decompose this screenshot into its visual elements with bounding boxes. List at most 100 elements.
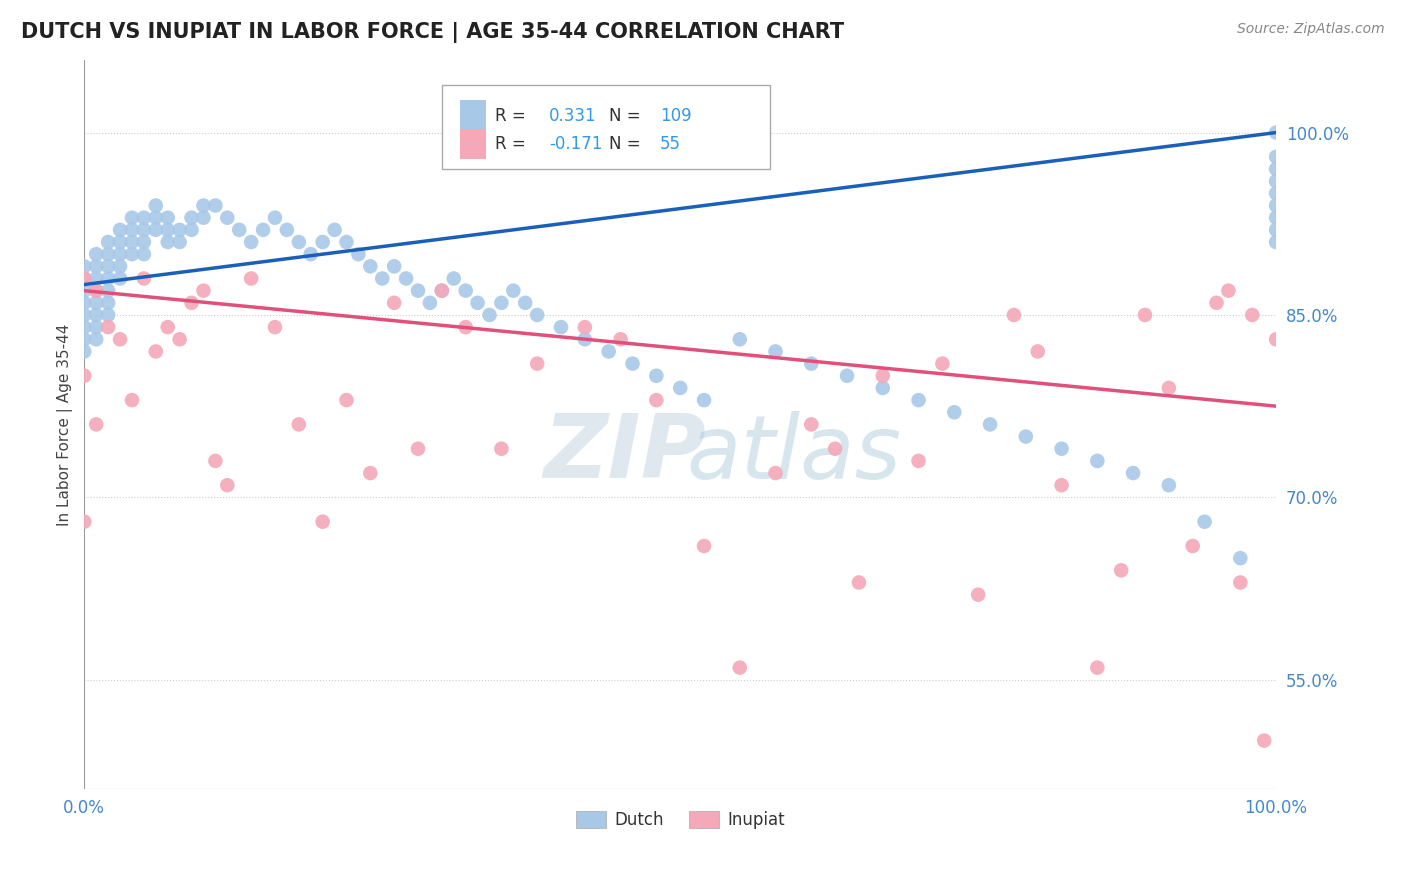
Point: [467, 295, 489, 310]
Point: [121, 235, 143, 249]
Point: [84, 271, 107, 285]
Point: [323, 223, 346, 237]
Point: [132, 211, 155, 225]
Point: [1241, 308, 1264, 322]
Point: [574, 332, 596, 346]
Point: [526, 357, 548, 371]
Point: [371, 271, 394, 285]
Point: [84, 320, 107, 334]
Text: N =: N =: [609, 135, 645, 153]
Point: [217, 478, 239, 492]
Point: [97, 308, 120, 322]
Point: [156, 320, 179, 334]
Point: [204, 198, 226, 212]
Point: [108, 271, 131, 285]
Point: [132, 271, 155, 285]
Point: [108, 223, 131, 237]
Point: [526, 308, 548, 322]
Point: [1265, 150, 1288, 164]
Point: [1194, 515, 1216, 529]
Point: [121, 211, 143, 225]
Point: [121, 393, 143, 408]
Text: 55: 55: [659, 135, 681, 153]
Point: [359, 260, 381, 274]
Point: [84, 284, 107, 298]
Point: [180, 223, 202, 237]
Point: [406, 284, 429, 298]
Point: [693, 393, 716, 408]
Point: [1265, 126, 1288, 140]
Point: [382, 260, 405, 274]
Text: N =: N =: [609, 107, 645, 125]
Point: [108, 235, 131, 249]
Point: [228, 223, 250, 237]
Point: [693, 539, 716, 553]
Point: [264, 211, 287, 225]
Point: [382, 295, 405, 310]
Text: 109: 109: [659, 107, 692, 125]
Legend: Dutch, Inupiat: Dutch, Inupiat: [569, 804, 792, 836]
Text: R =: R =: [495, 135, 531, 153]
Point: [1050, 442, 1073, 456]
Point: [1229, 551, 1251, 566]
Point: [443, 271, 465, 285]
Text: -0.171: -0.171: [550, 135, 602, 153]
Point: [967, 588, 990, 602]
Point: [765, 466, 787, 480]
Point: [299, 247, 322, 261]
Point: [145, 198, 167, 212]
Y-axis label: In Labor Force | Age 35-44: In Labor Force | Age 35-44: [58, 323, 73, 525]
Point: [979, 417, 1001, 432]
Point: [943, 405, 966, 419]
Point: [848, 575, 870, 590]
Point: [1026, 344, 1049, 359]
Point: [180, 295, 202, 310]
Point: [502, 284, 524, 298]
Point: [395, 271, 418, 285]
Text: atlas: atlas: [686, 410, 901, 497]
Text: Source: ZipAtlas.com: Source: ZipAtlas.com: [1237, 22, 1385, 37]
Point: [1085, 454, 1108, 468]
Point: [73, 260, 96, 274]
Point: [204, 454, 226, 468]
Point: [800, 357, 823, 371]
Point: [217, 211, 239, 225]
Point: [97, 235, 120, 249]
Point: [1265, 186, 1288, 201]
Point: [84, 247, 107, 261]
Point: [1015, 429, 1038, 443]
Point: [97, 247, 120, 261]
Point: [1157, 381, 1180, 395]
Point: [454, 284, 477, 298]
Point: [872, 368, 894, 383]
Point: [931, 357, 953, 371]
Point: [1109, 563, 1132, 577]
Point: [1253, 733, 1275, 747]
Point: [180, 211, 202, 225]
Point: [169, 332, 191, 346]
Point: [73, 320, 96, 334]
Point: [121, 247, 143, 261]
Point: [454, 320, 477, 334]
FancyBboxPatch shape: [441, 85, 769, 169]
Point: [609, 332, 631, 346]
Point: [108, 332, 131, 346]
Point: [347, 247, 370, 261]
Point: [276, 223, 298, 237]
Point: [240, 235, 263, 249]
Point: [145, 223, 167, 237]
Point: [288, 235, 311, 249]
Point: [1133, 308, 1156, 322]
Point: [491, 442, 513, 456]
Point: [84, 417, 107, 432]
Point: [311, 515, 333, 529]
Point: [73, 308, 96, 322]
Point: [478, 308, 501, 322]
Point: [193, 284, 215, 298]
Point: [145, 211, 167, 225]
Point: [97, 320, 120, 334]
Point: [156, 211, 179, 225]
Point: [73, 284, 96, 298]
Point: [1265, 223, 1288, 237]
Point: [800, 417, 823, 432]
